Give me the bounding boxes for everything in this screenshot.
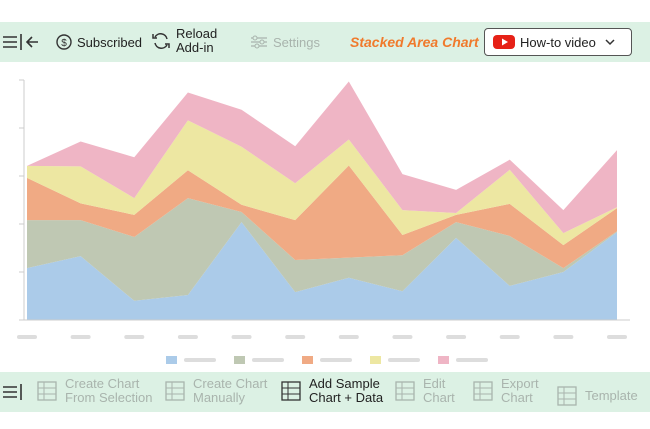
x-label-placeholder: [499, 335, 520, 339]
video-label: How-to video: [520, 34, 596, 50]
reload-button[interactable]: Reload Add-in: [151, 27, 217, 55]
reload-line: Add-in: [176, 40, 214, 55]
legend-placeholder: [320, 358, 352, 362]
chart-name: Stacked Area Chart: [350, 34, 479, 50]
legend-placeholder: [252, 358, 284, 362]
settings-button[interactable]: Settings: [250, 34, 320, 50]
top-toolbar: $ Subscribed Reload Add-in Settings Stack…: [0, 22, 650, 62]
menu-icon[interactable]: [2, 384, 29, 400]
action-label: Chart + Data: [309, 390, 384, 405]
action-button[interactable]: Create Chart From Selection: [36, 377, 152, 405]
x-label-placeholder: [607, 335, 627, 339]
subscribed-label: Subscribed: [77, 34, 143, 50]
x-label-placeholder: [17, 335, 37, 339]
x-label-placeholder: [70, 335, 91, 339]
legend-placeholder: [184, 358, 216, 362]
legend-swatch: [438, 356, 449, 364]
action-label: Create Chart: [65, 376, 140, 391]
action-icon: [165, 381, 185, 401]
legend-placeholder: [456, 358, 488, 362]
action-button[interactable]: Export Chart: [472, 377, 539, 405]
video-button[interactable]: How-to video: [484, 28, 632, 56]
youtube-icon: [493, 35, 515, 49]
chart: [17, 79, 630, 364]
chevron-icon: [605, 39, 615, 46]
x-label-placeholder: [285, 335, 306, 339]
action-icon: [473, 381, 493, 401]
area: [27, 198, 617, 301]
dollar-icon: $: [56, 34, 72, 50]
area: [27, 81, 617, 234]
legend-swatch: [302, 356, 313, 364]
action-label: Create Chart: [193, 376, 268, 391]
action-icon: [395, 381, 415, 401]
action-icon: [557, 386, 577, 406]
action-icon: [281, 381, 301, 401]
reload-icon: [152, 33, 170, 49]
reload-line: Reload: [176, 26, 218, 41]
action-icon: [37, 381, 57, 401]
x-label-placeholder: [553, 335, 574, 339]
legend-swatch: [166, 356, 177, 364]
legend-swatch: [370, 356, 381, 364]
menu-back-icons: [3, 34, 38, 50]
menu-icon[interactable]: [2, 34, 47, 50]
legend-placeholder: [388, 358, 420, 362]
action-label: Manually: [193, 390, 246, 405]
action-label: Chart: [423, 390, 455, 405]
x-label-placeholder: [231, 335, 252, 339]
action-label: From Selection: [65, 390, 153, 405]
x-label-placeholder: [338, 335, 359, 339]
x-label-placeholder: [392, 335, 413, 339]
menu-icon-lines: [3, 384, 22, 400]
action-button[interactable]: Edit Chart: [394, 377, 455, 405]
x-label-placeholder: [446, 335, 467, 339]
action-label: Edit: [423, 376, 446, 391]
svg-text:$: $: [61, 38, 67, 49]
action-label: Template: [585, 388, 638, 403]
action-button[interactable]: Template: [556, 384, 638, 408]
bottom-toolbar: Create Chart From Selection Create Chart Ma…: [0, 372, 650, 412]
area: [27, 222, 617, 320]
settings-icon: [251, 35, 267, 49]
action-button[interactable]: Create Chart Manually: [164, 377, 267, 405]
action-button[interactable]: Add Sample Chart + Data: [280, 377, 383, 405]
x-label-placeholder: [124, 335, 145, 339]
legend-swatch: [234, 356, 245, 364]
area: [27, 165, 617, 269]
subscribed-button[interactable]: $ Subscribed: [56, 34, 142, 50]
settings-label: Settings: [273, 34, 320, 50]
area: [27, 120, 617, 246]
action-label: Chart: [501, 390, 533, 405]
action-label: Export: [501, 376, 539, 391]
action-label: Add Sample: [309, 376, 380, 391]
x-label-placeholder: [177, 335, 198, 339]
